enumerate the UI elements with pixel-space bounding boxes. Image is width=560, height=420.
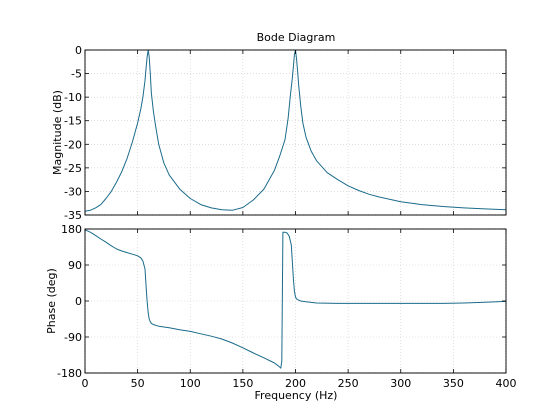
x-tick-label: 250 <box>338 377 359 390</box>
y-axis-title: Magnitude (dB) <box>51 90 64 175</box>
x-tick-label: 100 <box>180 377 201 390</box>
y-tick-label: -35 <box>64 209 82 222</box>
y-tick-label: 0 <box>75 295 82 308</box>
y-tick-label: -180 <box>57 367 82 380</box>
x-tick-label: 150 <box>232 377 253 390</box>
y-tick-label: -10 <box>64 91 82 104</box>
y-tick-label: -5 <box>71 68 82 81</box>
x-tick-label: 400 <box>496 377 517 390</box>
x-axis-title: Frequency (Hz) <box>255 389 338 402</box>
y-axis-title: Phase (deg) <box>45 268 58 334</box>
y-tick-label: 180 <box>61 223 82 236</box>
y-tick-label: -90 <box>64 331 82 344</box>
magnitude-plot: 0 -5 -10 -15 -20 -25 -30 -35 Magnitude (dB) <box>51 44 507 222</box>
x-tick-label: 0 <box>82 377 89 390</box>
y-tick-label: 0 <box>75 44 82 57</box>
chart-title: Bode Diagram <box>257 31 336 44</box>
x-tick-label: 50 <box>131 377 145 390</box>
y-tick-label: -30 <box>64 185 82 198</box>
x-tick-label: 200 <box>285 377 306 390</box>
x-tick-label: 350 <box>443 377 464 390</box>
x-tick-label: 300 <box>390 377 411 390</box>
series-line <box>84 229 507 369</box>
y-tick-label: -20 <box>64 138 82 151</box>
series-line <box>84 49 507 212</box>
y-tick-label: 90 <box>68 259 82 272</box>
y-tick-label: -15 <box>64 115 82 128</box>
y-tick-label: -25 <box>64 162 82 175</box>
